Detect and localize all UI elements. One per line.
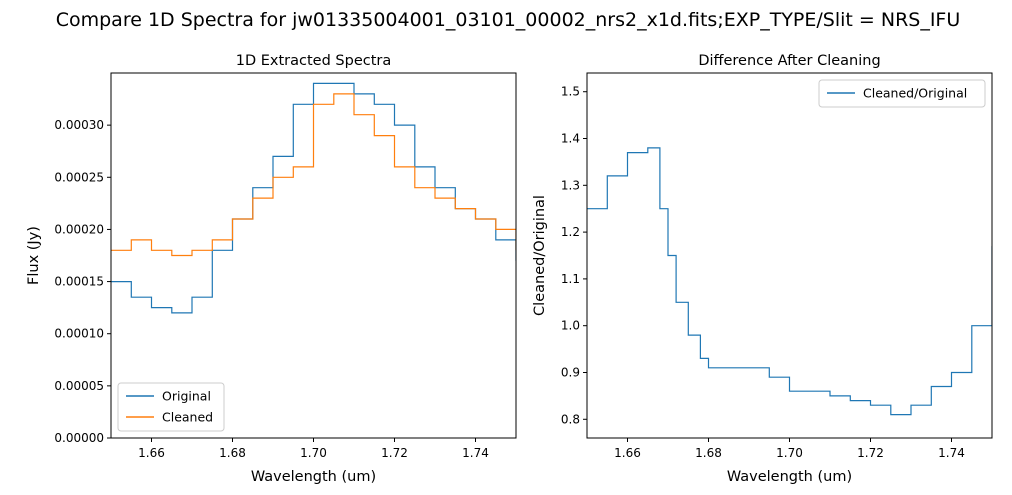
x-axis-label: Wavelength (um) xyxy=(251,469,376,485)
figure-suptitle: Compare 1D Spectra for jw01335004001_031… xyxy=(56,9,961,31)
x-tick-label: 1.70 xyxy=(300,446,327,460)
y-tick-label: 0.8 xyxy=(561,412,580,426)
ratio-panel: 1.66 1.68 1.70 1.72 1.74 0.8 0.9 1.0 1.1 1.2 1.3 1.… xyxy=(532,53,993,485)
spectra-panel: 1.66 1.68 1.70 1.72 1.74 0.00000 0.00005 0.0001… xyxy=(26,53,517,485)
legend-box xyxy=(818,79,986,108)
y-tick-label: 0.00030 xyxy=(54,118,104,132)
y-axis-label: Cleaned/Original xyxy=(532,195,548,316)
y-tick-label: 1.1 xyxy=(561,272,580,286)
legend: Original Cleaned xyxy=(117,382,225,432)
y-tick-label: 0.00020 xyxy=(54,222,104,236)
y-tick-label: 0.9 xyxy=(561,365,580,379)
y-tick-label: 1.0 xyxy=(561,319,580,333)
x-tick-label: 1.66 xyxy=(614,446,641,460)
legend-label: Cleaned xyxy=(162,410,213,425)
x-tick-label: 1.70 xyxy=(776,446,803,460)
x-tick-label: 1.68 xyxy=(219,446,246,460)
x-axis-label: Wavelength (um) xyxy=(727,469,852,485)
y-tick-label: 1.3 xyxy=(561,178,580,192)
x-tick-label: 1.66 xyxy=(138,446,165,460)
legend-label: Cleaned/Original xyxy=(863,86,967,101)
x-tick-label: 1.74 xyxy=(462,446,489,460)
panel-title: Difference After Cleaning xyxy=(698,53,880,69)
series-line-cleaned xyxy=(111,93,516,257)
y-tick-label: 0.00015 xyxy=(54,275,104,289)
y-tick-label: 1.2 xyxy=(561,225,580,239)
y-tick-label: 0.00010 xyxy=(54,327,104,341)
panel-title: 1D Extracted Spectra xyxy=(236,53,392,69)
legend: Cleaned/Original xyxy=(818,79,986,108)
y-tick-label: 1.4 xyxy=(561,132,580,146)
x-tick-label: 1.72 xyxy=(857,446,884,460)
series-line-cleaned-original xyxy=(587,147,992,416)
x-tick-label: 1.68 xyxy=(695,446,722,460)
y-tick-label: 0.00005 xyxy=(54,379,104,393)
x-tick-label: 1.74 xyxy=(938,446,965,460)
x-tick-label: 1.72 xyxy=(381,446,408,460)
y-tick-label: 0.00000 xyxy=(54,431,104,445)
y-tick-label: 0.00025 xyxy=(54,170,104,184)
y-axis-label: Flux (Jy) xyxy=(26,226,42,285)
legend-label: Original xyxy=(162,389,211,404)
y-tick-label: 1.5 xyxy=(561,85,580,99)
legend-box xyxy=(117,382,225,432)
